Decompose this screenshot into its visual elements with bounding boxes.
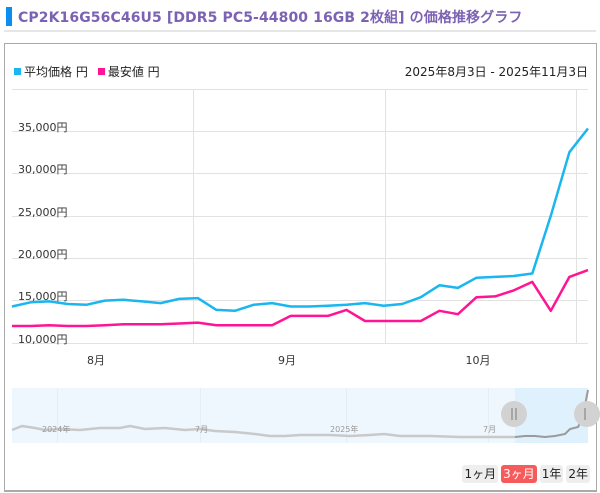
y-label-15000: 15,000円 [18,290,68,303]
legend-label-average: 平均価格 円 [24,65,88,79]
legend-label-lowest: 最安値 円 [107,65,160,79]
x-label-aug: 8月 [87,354,105,367]
legend-item-lowest[interactable]: 最安値 円 [97,63,160,80]
y-label-20000: 20,000円 [18,248,68,261]
range-selector: 1ヶ月 3ヶ月 1年 2年 [462,465,590,483]
average-swatch-icon [14,68,21,75]
range-button-1-month[interactable]: 1ヶ月 [462,465,499,483]
navigator-series [11,424,515,439]
y-label-10000: 10,000円 [18,333,68,346]
header-accent-bar [6,7,12,26]
lowest-price-line [12,268,589,328]
date-range: 2025年8月3日 - 2025年11月3日 [404,65,588,79]
y-label-30000: 30,000円 [18,163,68,176]
horizontal-gridlines [12,89,588,344]
y-label-35000: 35,000円 [18,121,68,134]
chart-legend: 平均価格 円 最安値 円 [14,63,160,80]
vertical-gridlines [193,89,577,344]
range-button-2-years[interactable]: 2年 [566,465,590,483]
x-label-sep: 9月 [278,354,296,367]
legend-item-average[interactable]: 平均価格 円 [14,63,88,80]
range-button-3-months[interactable]: 3ヶ月 [501,465,537,483]
navigator-handle-left[interactable] [501,401,527,427]
navigator-label-2025: 2025年 [330,425,359,434]
navigator-label-jul-2024: 7月 [195,425,209,434]
x-label-oct: 10月 [465,354,491,367]
range-button-1-year[interactable]: 1年 [539,465,564,483]
y-label-25000: 25,000円 [18,206,68,219]
navigator-label-2024: 2024年 [42,425,71,434]
lowest-swatch-icon [97,68,105,75]
page-header: CP2K16G56C46U5 [DDR5 PC5-44800 16GB 2枚組]… [4,4,596,32]
navigator-label-jul-2025: 7月 [483,425,497,434]
page-title: CP2K16G56C46U5 [DDR5 PC5-44800 16GB 2枚組]… [18,10,523,26]
navigator-handle-right[interactable] [574,401,600,427]
average-price-line [11,127,589,313]
